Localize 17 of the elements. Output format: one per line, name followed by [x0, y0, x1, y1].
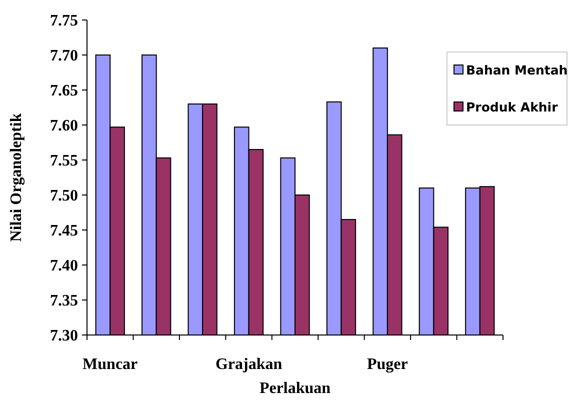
x-tick-label: Grajakan	[215, 356, 282, 373]
y-tick-label: 7.30	[50, 328, 78, 345]
y-tick-label: 7.55	[50, 152, 78, 170]
y-axis-title: Nilai Organoleptik	[8, 113, 25, 242]
legend-label: Produk Akhir	[466, 99, 559, 114]
y-tick-label: 7.35	[50, 292, 78, 310]
legend-label: Bahan Mentah	[466, 62, 568, 78]
y-tick-label: 7.50	[50, 188, 78, 205]
y-tick-label: 7.60	[50, 118, 78, 135]
x-tick-label: Puger	[367, 356, 408, 373]
y-tick-label: 7.45	[50, 222, 78, 240]
y-tick-label: 7.75	[50, 12, 78, 30]
y-tick-label: 7.65	[50, 82, 78, 100]
x-tick-label: Muncar	[82, 356, 138, 373]
y-tick-label: 7.70	[50, 48, 78, 65]
x-axis-title: Perlakuan	[259, 380, 331, 397]
y-tick-label: 7.40	[50, 258, 78, 275]
